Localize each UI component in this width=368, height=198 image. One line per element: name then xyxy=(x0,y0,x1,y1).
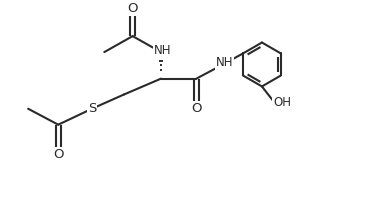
Text: NH: NH xyxy=(216,56,233,69)
Text: O: O xyxy=(53,148,64,161)
Text: O: O xyxy=(191,102,202,114)
Text: OH: OH xyxy=(273,96,291,109)
Text: O: O xyxy=(127,2,138,15)
Text: NH: NH xyxy=(154,44,171,57)
Text: S: S xyxy=(88,102,96,114)
